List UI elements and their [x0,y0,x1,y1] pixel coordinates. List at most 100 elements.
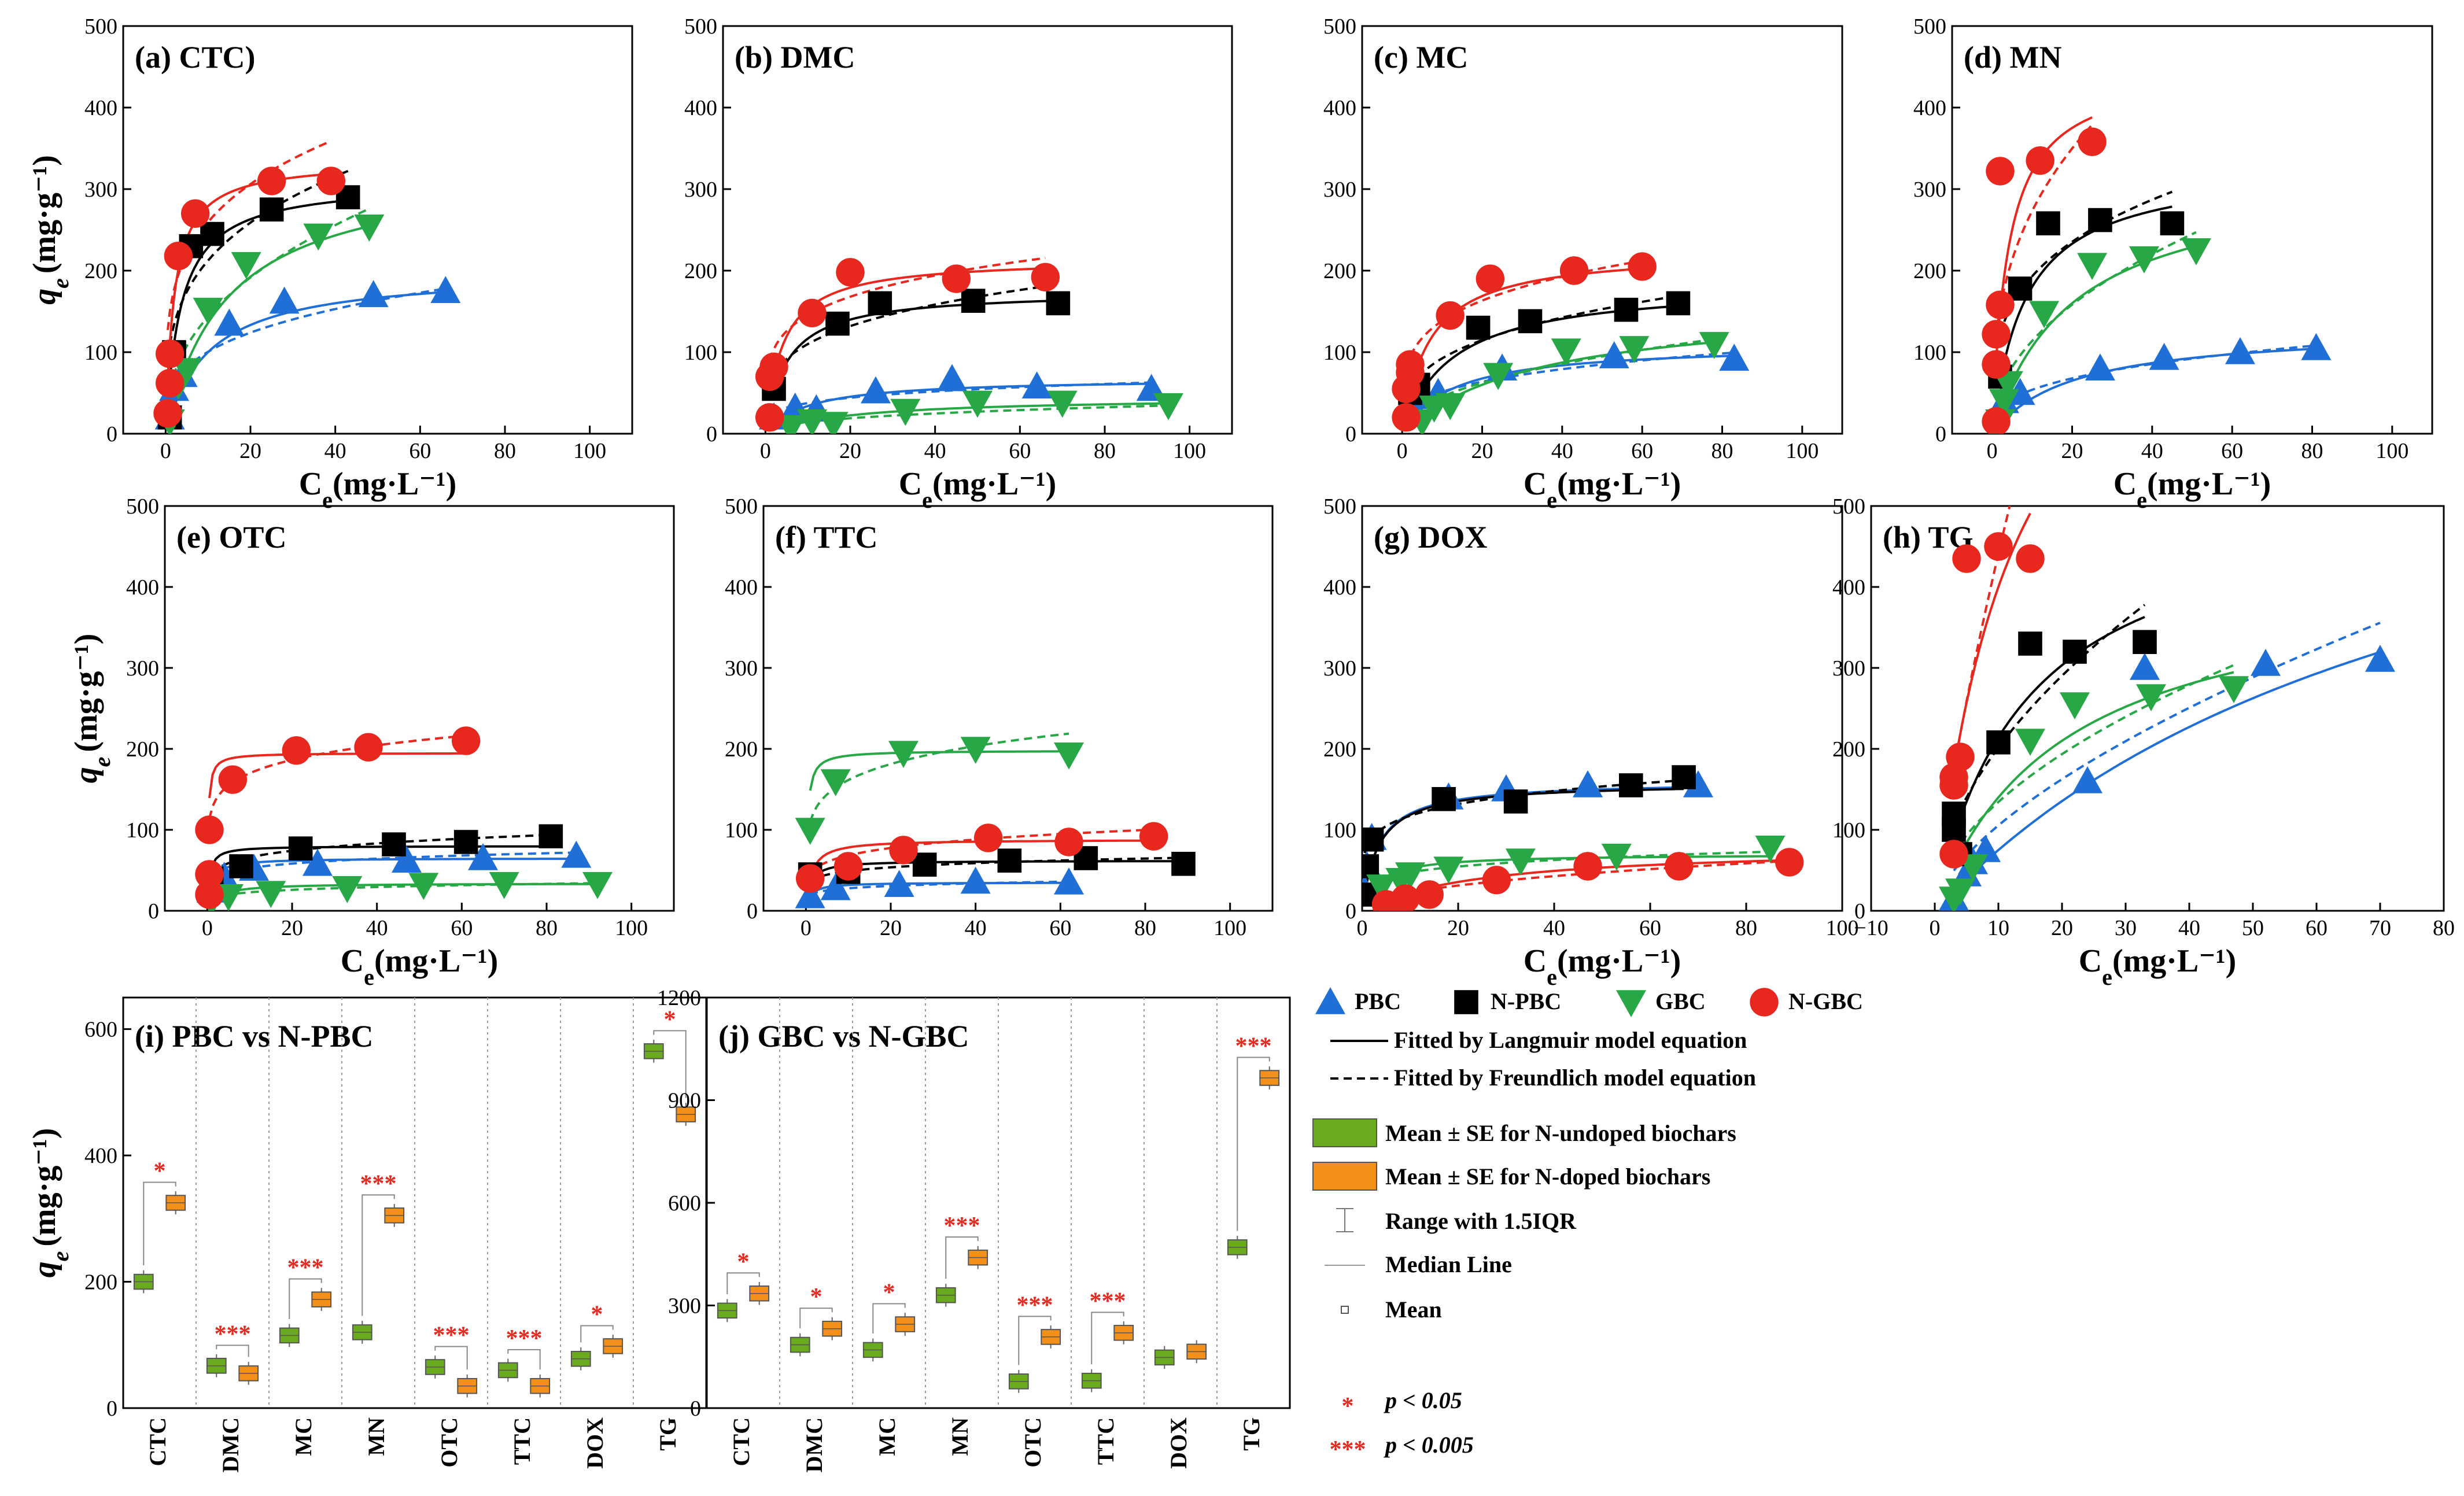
marker-gbc [1433,856,1464,884]
marker-gbc [231,252,261,279]
y-axis-label: qe(mg·g⁻¹) [27,1128,73,1278]
marker-npbc [1666,291,1691,316]
marker-npbc [1046,291,1071,316]
marker-ngbc [1775,848,1804,877]
marker-ngbc [1982,407,2011,434]
marker-npbc [259,197,284,222]
significance-bracket [216,1344,249,1357]
y-tick-label: 400 [126,575,159,600]
y-tick-label: 0 [106,422,117,446]
marker-pbc [2130,653,2160,680]
marker-pbc [1683,770,1713,797]
y-tick-label: 200 [84,1270,117,1295]
panel-title: (b) DMC [735,40,855,75]
marker-ngbc [1982,320,2011,349]
marker-gbc [890,398,921,426]
marker-ngbc [1476,264,1505,293]
panel-a: 0 100 200 300 400 500 0 20 40 60 80 100 (a) CTC) qe(m… [27,14,633,513]
marker-ngbc [1665,852,1694,881]
x-tick-label: 0 [1930,916,1941,940]
marker-gbc [489,872,519,899]
y-tick-label: 500 [725,494,758,519]
y-tick-label: 100 [1913,341,1946,365]
significance-mark: *** [506,1325,543,1352]
y-tick-label: 0 [1345,422,1356,446]
marker-gbc [797,409,827,434]
legend-mean-doped: Mean ± SE for N-doped biochars [1385,1163,1710,1190]
y-tick-label: 300 [725,656,758,681]
marker-gbc [2181,238,2211,265]
y-tick-label: 600 [668,1191,701,1216]
x-tick-label: 80 [1735,916,1757,940]
category-label: DOX [582,1417,608,1469]
marker-npbc [200,221,224,246]
significance-mark: *** [944,1213,980,1239]
legend-label: N-GBC [1788,988,1863,1014]
y-tick-label: 100 [84,341,117,365]
marker-gbc [795,818,825,845]
category-label: TG [655,1417,681,1451]
plot-frame [1870,505,2445,912]
marker-pbc [303,848,333,876]
x-tick-label: 80 [2433,916,2455,940]
marker-pbc [820,873,851,900]
marker-gbc [2219,676,2249,703]
legend-p1-mark: * [1342,1393,1354,1420]
x-tick-label: 20 [239,439,261,463]
marker-pbc [2149,342,2179,370]
marker-ngbc [218,765,248,794]
legend-label: PBC [1355,988,1401,1014]
marker-pbc [1054,867,1084,895]
marker-ngbc [1628,252,1657,281]
x-tick-label: 100 [573,439,606,463]
marker-ngbc [153,399,182,428]
y-tick-label: 200 [684,259,717,283]
marker-pbc [561,840,592,868]
marker-npbc [2088,208,2112,232]
langmuir-fit-gbc [1953,671,2234,867]
x-tick-label: 0 [1357,916,1368,940]
marker-ngbc [195,880,224,909]
marker-npbc [1672,765,1696,789]
marker-ngbc [1952,544,1981,573]
marker-npbc [2036,211,2060,236]
significance-bracket [653,1030,687,1098]
marker-gbc [1616,990,1646,1017]
category-label: MN [363,1417,389,1456]
marker-ngbc [798,298,827,328]
marker-ngbc [795,864,825,893]
y-tick-label: 0 [747,899,758,924]
marker-gbc [256,881,286,908]
y-tick-label: 300 [684,178,717,202]
significance-mark: * [154,1158,166,1185]
significance-mark: *** [1235,1033,1272,1060]
y-tick-label: 0 [1854,899,1865,924]
marker-gbc [332,876,363,903]
x-tick-label: 20 [1447,916,1469,940]
marker-gbc [1505,848,1536,876]
y-tick-label: 0 [106,1397,117,1421]
panel-b: 0 100 200 300 400 500 0 20 40 60 80 100 (b) DMC Ce(mg… [684,14,1233,513]
x-tick-label: 0 [801,916,812,940]
legend-freundlich: Fitted by Freundlich model equation [1394,1065,1756,1091]
marker-npbc [2008,276,2033,301]
marker-gbc [1989,389,2019,416]
marker-npbc [1518,309,1543,334]
significance-mark: *** [433,1323,470,1349]
marker-pbc [269,286,300,314]
marker-ngbc [1986,157,2015,186]
marker-ngbc [759,352,788,382]
x-tick-label: 20 [2051,916,2073,940]
marker-ngbc [1392,403,1421,432]
x-tick-label: 20 [1471,439,1493,463]
marker-ngbc [155,368,185,398]
marker-pbc [2072,766,2102,793]
marker-pbc [861,376,891,404]
x-tick-label: 80 [1711,439,1733,463]
marker-npbc [538,824,563,848]
marker-pbc [1573,770,1603,797]
y-tick-label: 0 [148,899,159,924]
x-tick-label: 100 [1786,439,1819,463]
